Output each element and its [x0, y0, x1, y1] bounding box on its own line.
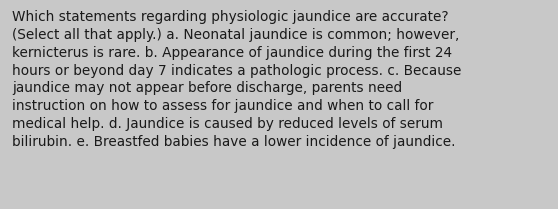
Text: Which statements regarding physiologic jaundice are accurate?
(Select all that a: Which statements regarding physiologic j… [12, 10, 461, 149]
